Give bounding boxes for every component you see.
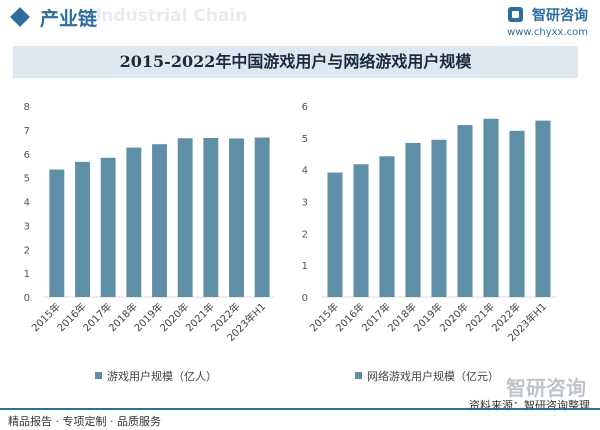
bar [229, 138, 244, 297]
y-tick-label: 1 [302, 261, 308, 272]
legend-swatch [95, 372, 102, 379]
footer-brand-logo: 智研咨询 [506, 376, 586, 400]
bar [49, 169, 65, 297]
y-tick-label: 3 [24, 221, 30, 232]
y-tick-label: 5 [24, 174, 30, 185]
bar [152, 144, 167, 297]
y-tick-label: 2 [302, 229, 308, 240]
y-tick-label: 6 [302, 102, 308, 113]
bar [353, 164, 369, 297]
chart-title: 2015-2022年中国游戏用户与网络游戏用户规模 [13, 46, 578, 78]
footer-slogan: 精品报告 · 专项定制 · 品质服务 [8, 415, 161, 428]
legend-label: 网络游戏用户规模（亿元） [367, 369, 499, 383]
source-value: 智研咨询整理 [524, 399, 590, 412]
bar [254, 137, 270, 297]
y-tick-label: 4 [24, 198, 30, 209]
y-tick-label: 3 [302, 198, 308, 209]
bar [431, 139, 447, 297]
bar [483, 118, 499, 297]
source-label: 资料来源： [469, 399, 524, 412]
source-note: 资料来源：智研咨询整理 [469, 397, 590, 413]
bar [100, 157, 116, 297]
bar [126, 147, 142, 297]
y-tick-label: 2 [24, 245, 30, 256]
y-tick-label: 4 [302, 166, 308, 177]
bar [75, 161, 90, 297]
bar [203, 137, 219, 297]
bar [327, 172, 343, 297]
y-tick-label: 0 [24, 293, 30, 304]
y-tick-label: 7 [24, 126, 30, 137]
bar [405, 142, 421, 297]
y-tick-label: 0 [302, 293, 308, 304]
y-tick-label: 1 [24, 269, 30, 280]
legend-swatch [355, 372, 362, 379]
y-tick-label: 5 [302, 134, 308, 145]
legend-label: 游戏用户规模（亿人） [107, 369, 217, 383]
brand-name: 智研咨询 [532, 7, 588, 24]
y-tick-label: 6 [24, 150, 30, 161]
bar [457, 125, 473, 297]
bar [379, 156, 395, 297]
bar [177, 138, 193, 297]
brand-url[interactable]: www.chyxx.com [507, 26, 588, 38]
brand: 智研咨询 www.chyxx.com [507, 4, 588, 38]
y-tick-label: 8 [24, 102, 30, 113]
section-title: 产业链 [40, 8, 98, 30]
footer-divider [0, 408, 600, 410]
bar [535, 120, 551, 297]
bar [509, 130, 525, 297]
brand-logo-icon [507, 7, 523, 22]
